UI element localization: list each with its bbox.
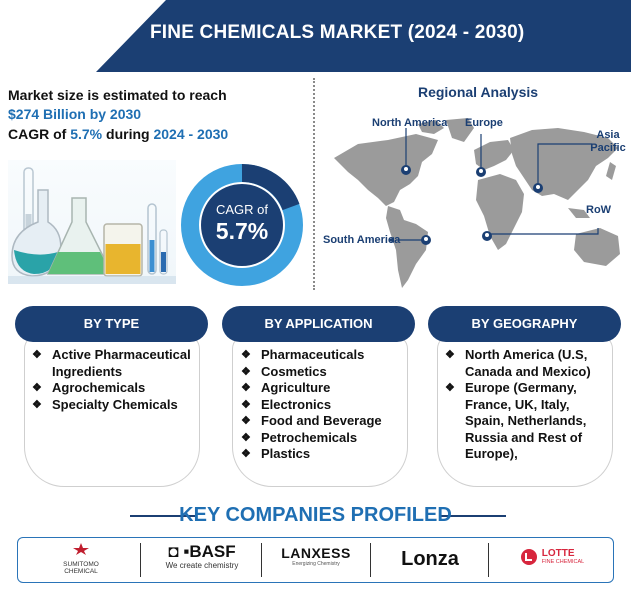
market-size-value: $274 Billion by 2030 <box>8 106 142 122</box>
cagr-line: CAGR of 5.7% during 2024 - 2030 <box>8 126 228 142</box>
logo-divider <box>370 543 371 577</box>
basf-square-icon: ◘ ▪ <box>168 542 190 561</box>
cagr-value: 5.7% <box>70 126 103 142</box>
list-item: ❖ Petrochemicals <box>241 429 358 445</box>
list-item: ❖ Active Pharmaceutical Ingredients <box>32 347 191 379</box>
sumitomo-mark-icon <box>73 543 89 555</box>
world-map <box>334 118 620 288</box>
list-item: ❖ Agriculture <box>241 380 331 395</box>
segment-pill-application: BY APPLICATION <box>222 306 415 342</box>
logo-divider <box>140 543 141 577</box>
diamond-bullet-icon: ❖ <box>241 365 251 378</box>
list-item: ❖ Europe (Germany, France, UK, Italy, Spa… <box>445 380 587 461</box>
region-label-north-america: North America <box>372 117 448 129</box>
cagr-mid: during <box>102 126 154 142</box>
geography-list: ❖ North America (U.S, Canada and Mexico) … <box>445 347 609 463</box>
donut-value: 5.7% <box>215 218 269 244</box>
cagr-donut-segment <box>241 163 300 211</box>
segment-pill-type: BY TYPE <box>15 306 208 342</box>
segment-card-type <box>24 335 200 487</box>
list-item: ❖ Food and Beverage <box>241 413 382 428</box>
lotte-mark-icon <box>520 549 537 565</box>
application-list: ❖ Pharmaceuticals ❖ Cosmetics ❖ Agriculture… <box>241 347 407 463</box>
cagr-donut <box>181 163 303 286</box>
region-label-europe: Europe <box>465 117 503 129</box>
segment-pill-geography: BY GEOGRAPHY <box>428 306 621 342</box>
title-rule-left <box>130 515 196 517</box>
region-label-south-america: South America <box>323 234 401 246</box>
logo-divider <box>261 543 262 577</box>
regional-analysis-title: Regional Analysis <box>417 84 539 100</box>
page-title: FINE CHEMICALS MARKET (2024 - 2030) <box>150 22 525 43</box>
diamond-bullet-icon: ❖ <box>241 415 251 427</box>
region-label-asia-pacific: Asia Pacific <box>590 129 626 154</box>
diamond-bullet-icon: ❖ <box>241 431 251 444</box>
diamond-bullet-icon: ❖ <box>445 349 455 361</box>
lotte-logo: LOTTE FINE CHEMICAL <box>504 548 600 566</box>
diamond-bullet-icon: ❖ <box>241 382 251 394</box>
diamond-bullet-icon: ❖ <box>241 349 251 361</box>
market-size-text: Market size is estimated to reach $274 B… <box>8 86 298 124</box>
cagr-prefix: CAGR of <box>8 126 71 142</box>
type-list: ❖ Active Pharmaceutical Ingredients ❖ Agro… <box>32 347 198 413</box>
donut-label: CAGR of <box>215 202 268 217</box>
company-logos-box <box>17 537 614 583</box>
list-item: ❖ Agrochemicals <box>32 380 146 395</box>
diamond-bullet-icon: ❖ <box>32 382 42 394</box>
list-item: ❖ Cosmetics <box>241 363 327 379</box>
list-item: ❖ Pharmaceuticals <box>241 347 365 362</box>
region-label-row: RoW <box>586 204 612 216</box>
sumitomo-logo: SUMITOMO CHEMICAL <box>46 542 116 575</box>
market-size-line: Market size is estimated to reach <box>8 87 227 103</box>
basf-logo: ◘ ▪BASF We create chemistry <box>165 542 239 571</box>
logo-divider <box>488 543 489 577</box>
diamond-bullet-icon: ❖ <box>241 398 251 411</box>
lonza-logo: Lonza <box>401 548 459 570</box>
header-banner <box>96 0 631 72</box>
cagr-period: 2024 - 2030 <box>153 126 229 142</box>
diamond-bullet-icon: ❖ <box>32 349 42 361</box>
diamond-bullet-icon: ❖ <box>241 448 251 460</box>
diamond-bullet-icon: ❖ <box>445 382 455 394</box>
segment-card-geography <box>437 335 613 487</box>
segment-card-application <box>232 335 408 487</box>
key-companies-title: KEY COMPANIES PROFILED <box>179 504 452 526</box>
list-item: ❖ North America (U.S, Canada and Mexico) <box>445 347 591 379</box>
diamond-bullet-icon: ❖ <box>32 398 42 411</box>
title-rule-right <box>440 515 506 517</box>
lanxess-logo: LANXESS Energizing Chemistry <box>281 545 351 567</box>
vertical-divider <box>313 78 315 290</box>
list-item: ❖ Specialty Chemicals <box>32 396 178 412</box>
list-item: ❖ Plastics <box>241 446 311 461</box>
lab-glassware-illustration <box>8 160 176 284</box>
list-item: ❖ Electronics <box>241 396 332 412</box>
